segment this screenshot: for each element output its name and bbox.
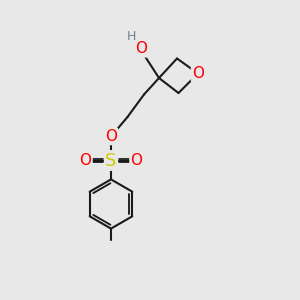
Text: O: O: [192, 66, 204, 81]
Text: O: O: [80, 153, 92, 168]
Text: S: S: [105, 152, 117, 169]
Text: O: O: [130, 153, 142, 168]
Text: O: O: [135, 41, 147, 56]
Text: H: H: [126, 29, 136, 43]
Text: O: O: [105, 129, 117, 144]
